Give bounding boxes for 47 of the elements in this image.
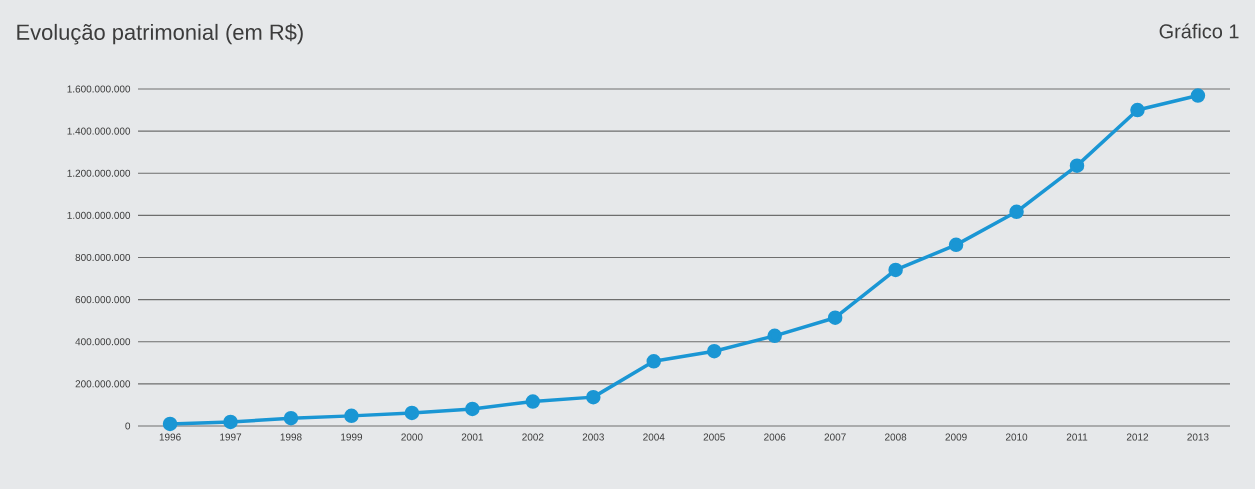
y-tick-label: 0 <box>125 422 131 430</box>
point <box>344 408 359 424</box>
x-tick-label: 1997 <box>220 433 242 441</box>
point <box>404 405 420 421</box>
point <box>706 343 722 359</box>
point <box>948 237 964 253</box>
x-tick-label: 1999 <box>341 433 363 441</box>
x-tick-label: 2005 <box>703 433 725 441</box>
x-tick-label: 2011 <box>1066 433 1088 441</box>
point <box>888 262 903 278</box>
point <box>223 414 238 430</box>
x-tick-label: 1998 <box>280 433 302 441</box>
y-tick-label: 1.200.000.000 <box>67 169 131 177</box>
y-tick-label: 1.400.000.000 <box>67 127 131 135</box>
chart-title: Evolução patrimonial (em R$) <box>17 23 303 45</box>
point <box>525 394 541 409</box>
y-tick-label: 1.600.000.000 <box>67 85 131 93</box>
y-tick-label: 1.000.000.000 <box>67 211 131 219</box>
text: Gráfico 1 <box>1159 23 1239 39</box>
y-tick-label: 600.000.000 <box>75 296 131 304</box>
y-tick-label: 800.000.000 <box>75 253 131 262</box>
x-tick-label: 2012 <box>1126 433 1149 441</box>
point <box>646 354 662 369</box>
point <box>1069 158 1085 173</box>
x-tick-label: 2008 <box>885 433 907 441</box>
x-tick-label: 2001 <box>461 433 483 441</box>
x-tick-label: 2004 <box>643 433 665 441</box>
x-tick-label: 2010 <box>1005 433 1028 441</box>
y-tick-label: 400.000.000 <box>75 338 131 346</box>
point <box>162 416 178 432</box>
x-tick-label: 2000 <box>401 433 423 441</box>
point <box>283 410 299 426</box>
x-tick-label: 2002 <box>522 433 544 441</box>
point <box>1190 88 1206 103</box>
point <box>767 328 782 344</box>
point <box>1009 204 1024 220</box>
point <box>586 389 601 405</box>
x-tick-label: 2003 <box>582 433 604 441</box>
x-tick-label: 2006 <box>764 433 786 441</box>
point <box>1130 102 1145 118</box>
y-tick-label: 200.000.000 <box>75 380 131 388</box>
point <box>465 401 480 417</box>
x-tick-label: 2009 <box>945 433 967 441</box>
x-tick-label: 2013 <box>1187 433 1209 441</box>
x-tick-label: 1996 <box>159 433 181 441</box>
x-tick-label: 2007 <box>824 433 846 441</box>
point <box>827 310 843 325</box>
